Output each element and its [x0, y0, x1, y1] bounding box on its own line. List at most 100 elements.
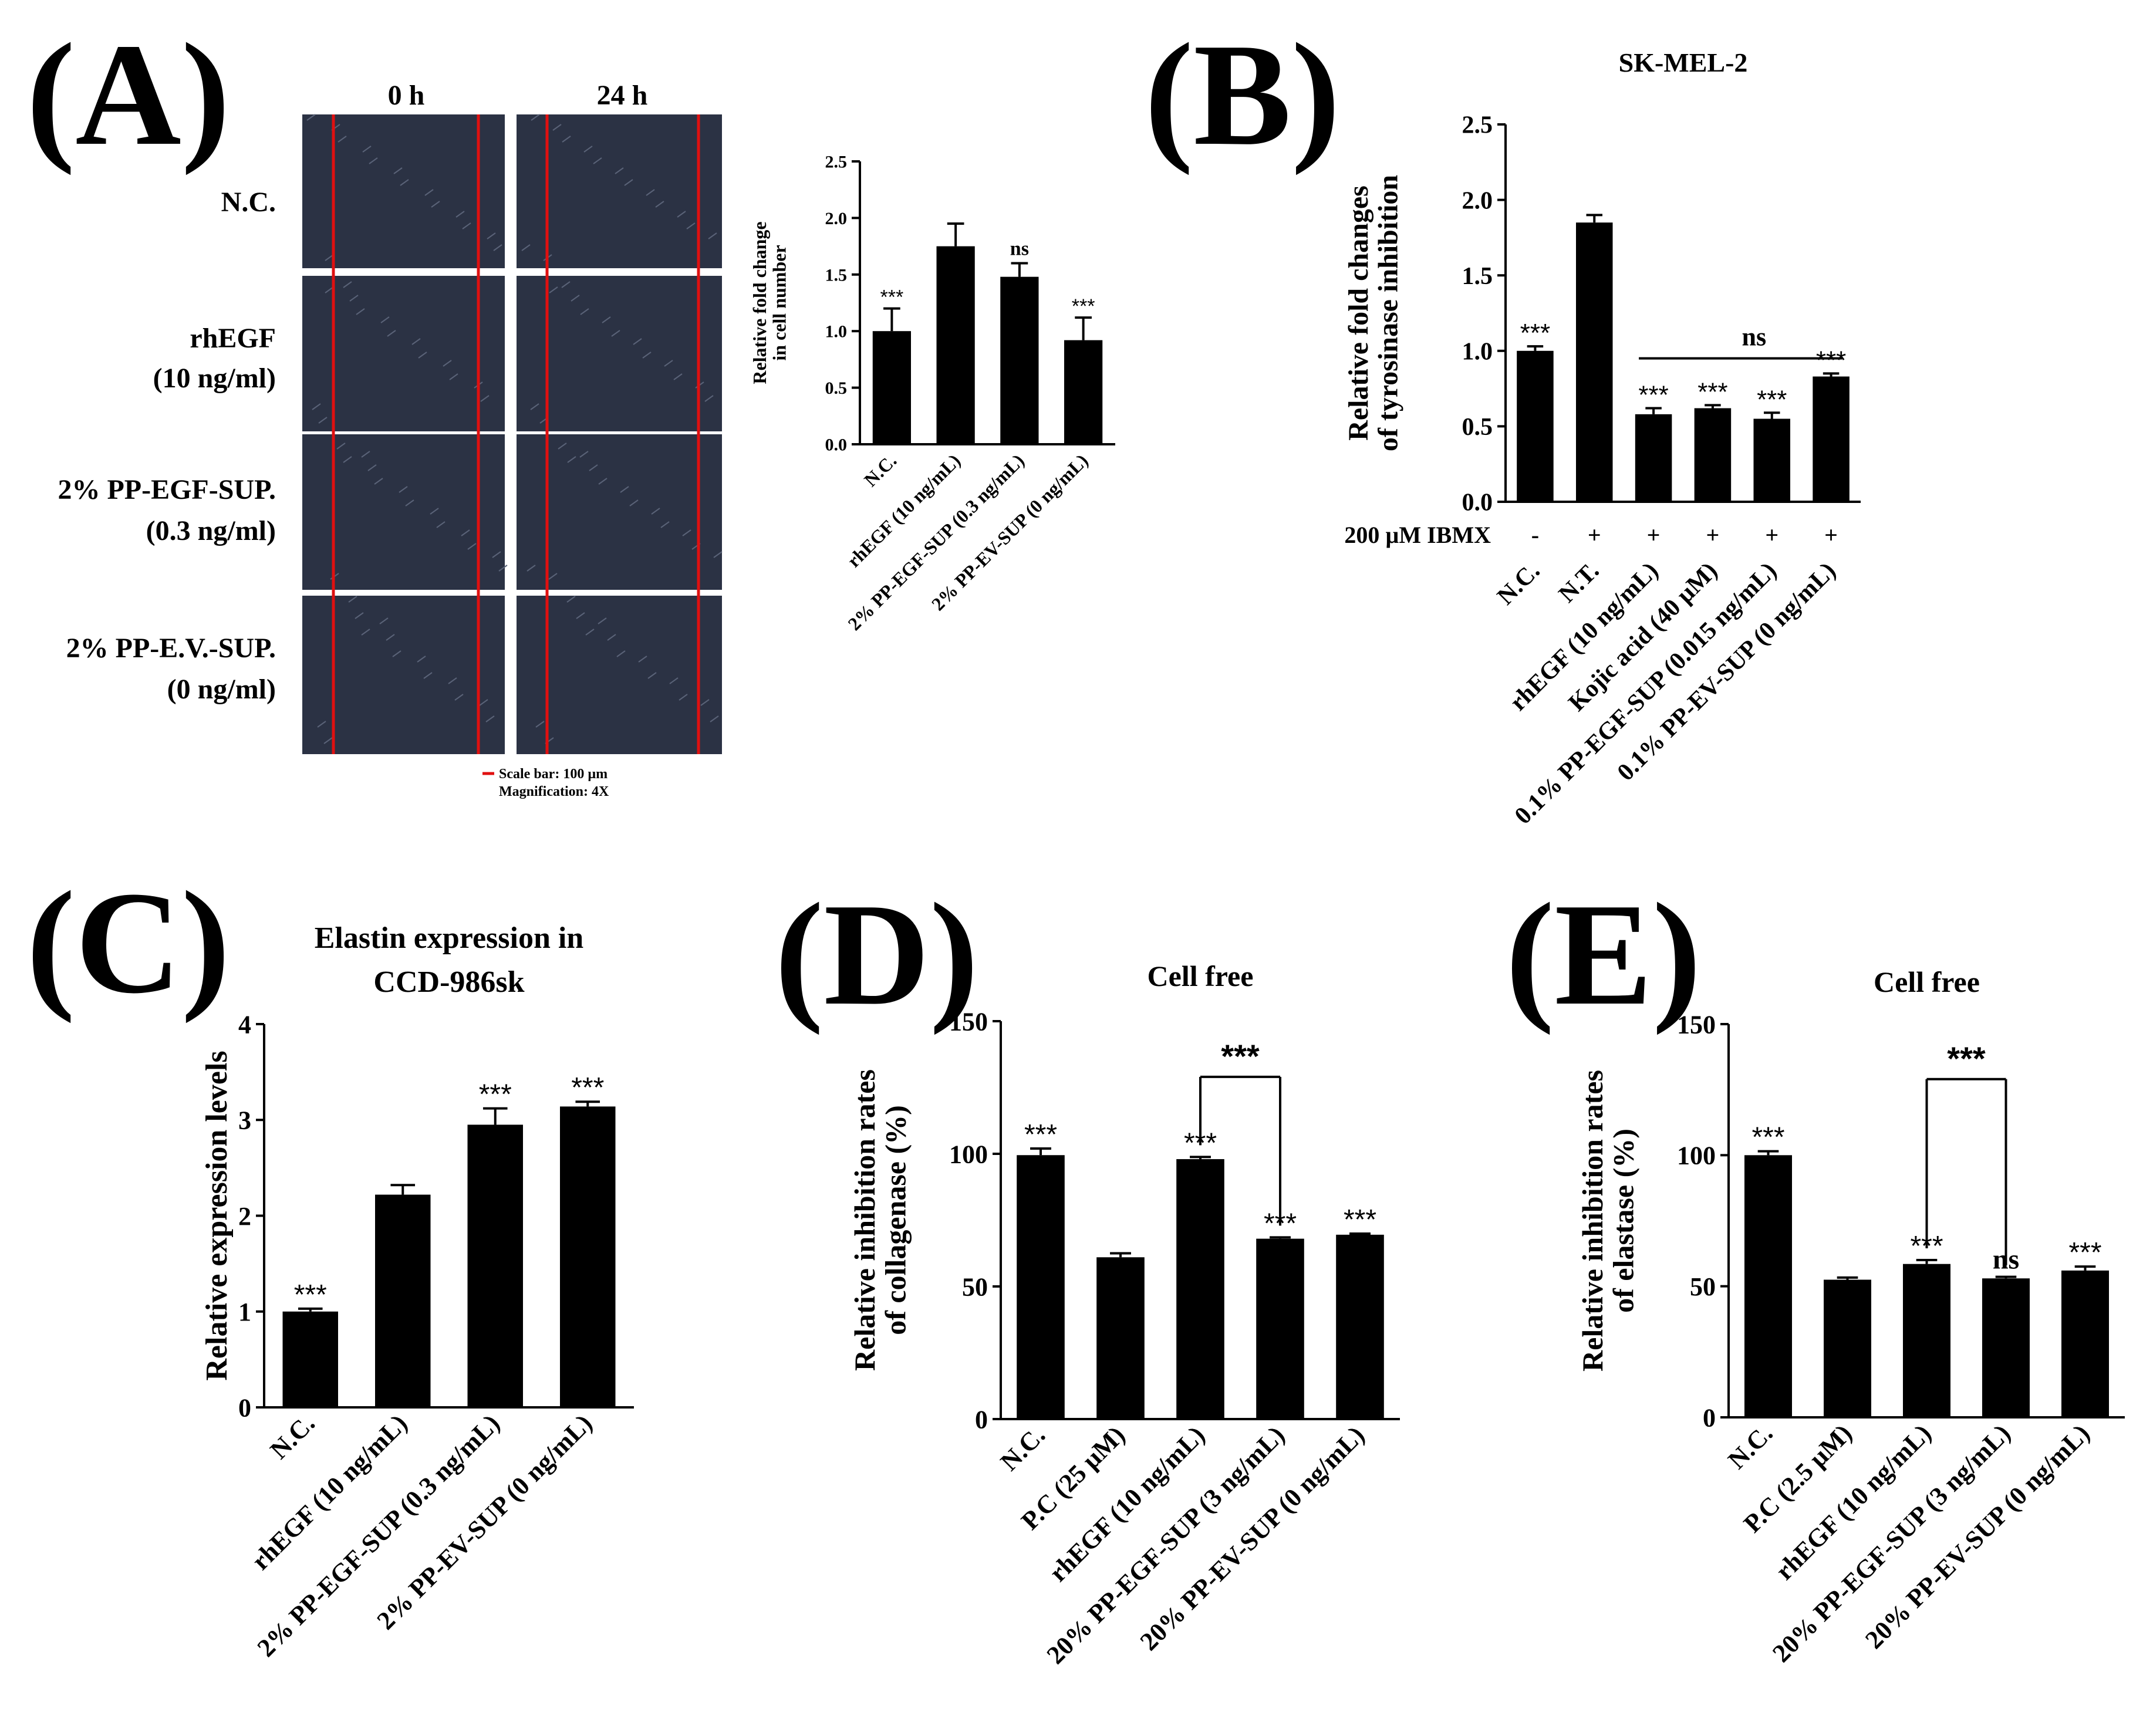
treatment-label: 200 µM IBMX [1344, 522, 1491, 548]
y-tick-label: 1.5 [825, 265, 848, 285]
charts: 0.0 0.5 1.0 1.5 2.0 2.5 Relative fold changein… [200, 48, 2125, 1670]
cell-streak [660, 521, 670, 528]
micrograph-tile [302, 276, 505, 431]
scale-bar-note: Scale bar: 100 µm [499, 766, 608, 782]
micrograph-tile [517, 276, 722, 431]
cell-streak [431, 201, 440, 208]
chart-title: Elastin expression in [315, 921, 584, 955]
row-label-pp-ev-dose: (0 ng/ml) [167, 674, 276, 705]
cell-streak [566, 596, 576, 603]
cell-streak [323, 737, 333, 744]
cell-streak [411, 338, 421, 345]
cell-streak [374, 478, 383, 485]
y-tick-label: 100 [1677, 1141, 1716, 1170]
bar [1064, 340, 1103, 444]
cell-streak [493, 244, 502, 251]
cell-streak [405, 499, 414, 506]
significance-stars: *** [294, 1279, 327, 1311]
group-label: ns [1742, 323, 1767, 352]
cell-streak [498, 565, 508, 572]
cell-streak [355, 612, 364, 619]
significance-stars: *** [1024, 1119, 1057, 1150]
significance-stars: *** [2068, 1237, 2101, 1268]
y-axis-label: of collagenase (%) [879, 1105, 912, 1335]
cell-streak [393, 167, 403, 174]
bar [1824, 1279, 1871, 1417]
y-axis-label: Relative inhibition rates [1576, 1070, 1609, 1372]
cell-streak [673, 373, 683, 380]
significance-stars: *** [1072, 295, 1095, 318]
x-tick-label: N.C. [265, 1409, 320, 1464]
cell-streak [686, 222, 696, 229]
cell-streak [669, 677, 679, 684]
cell-streak [552, 124, 562, 131]
micrograph-tile [302, 434, 505, 590]
cell-streak [430, 508, 439, 515]
y-axis-label: in cell number [769, 245, 790, 360]
bar [1982, 1278, 2030, 1417]
x-tick-label: rhEGF (10 ng/mL) [1044, 1420, 1210, 1587]
cell-streak [580, 308, 589, 315]
cell-streak [607, 634, 616, 641]
micrograph-tile [517, 434, 722, 590]
bar [1017, 1155, 1065, 1419]
significance-ns: ns [1010, 238, 1029, 260]
chart-title: Cell free [1874, 965, 1980, 998]
bar [467, 1124, 523, 1407]
bracket-label: *** [1221, 1038, 1260, 1075]
x-tick-label: rhEGF (10 ng/mL) [246, 1409, 413, 1575]
cell-streak [710, 715, 719, 722]
magnification-note: Magnification: 4X [499, 784, 609, 799]
cell-streak [436, 521, 446, 528]
row-label-pp-egf-dose: (0.3 ng/ml) [146, 515, 276, 546]
cell-streak [651, 508, 660, 515]
significance-stars: *** [880, 286, 904, 309]
cell-streak [585, 629, 595, 636]
y-tick-label: 0.0 [1462, 489, 1493, 516]
chart-a: 0.0 0.5 1.0 1.5 2.0 2.5 Relative fold changein… [749, 153, 1115, 634]
cell-streak [611, 330, 620, 337]
bar [1575, 222, 1613, 502]
cell-streak [629, 499, 639, 506]
treatment-sign: + [1647, 522, 1661, 548]
y-tick-label: 2.0 [825, 209, 848, 228]
panel-letter-c: (C) [26, 862, 230, 1024]
micrograph-tile [302, 114, 505, 268]
cell-streak [317, 721, 326, 728]
significance-stars: *** [479, 1079, 512, 1110]
chart-title: CCD-986sk [373, 965, 524, 999]
x-tick-label: N.C. [860, 450, 900, 490]
y-tick-label: 3 [238, 1106, 251, 1135]
cell-streak [682, 529, 691, 536]
treatment-sign: + [1765, 522, 1778, 548]
y-axis-label: Relative inhibition rates [848, 1069, 881, 1371]
panel-letter-a: (A) [26, 13, 230, 176]
y-tick-label: 0.0 [825, 435, 848, 455]
cell-streak [449, 373, 458, 380]
y-axis-label: of elastase (%) [1607, 1129, 1640, 1313]
cell-streak [379, 617, 389, 624]
cell-streak [361, 451, 370, 458]
bar [2061, 1270, 2109, 1417]
row-label-pp-ev: 2% PP-E.V.-SUP. [66, 633, 276, 664]
cell-streak [380, 316, 390, 323]
bar [1336, 1234, 1384, 1419]
significance-stars: *** [571, 1072, 604, 1103]
y-tick-label: 50 [1690, 1272, 1716, 1301]
y-tick-label: 0 [238, 1393, 251, 1422]
cell-streak [485, 715, 495, 722]
cell-streak [462, 222, 471, 229]
cell-streak [571, 295, 580, 302]
y-tick-label: 0.5 [825, 379, 848, 398]
cell-streak [602, 316, 611, 323]
bar [1635, 414, 1672, 502]
cell-streak [633, 338, 642, 345]
y-tick-label: 50 [962, 1272, 988, 1301]
cell-streak [349, 295, 359, 302]
cell-streak [708, 232, 717, 239]
cell-streak [424, 189, 434, 196]
chart-b: 0.0 0.5 1.0 1.5 2.0 2.5 Relative fold changeso… [1343, 48, 1861, 830]
bar [936, 246, 975, 444]
